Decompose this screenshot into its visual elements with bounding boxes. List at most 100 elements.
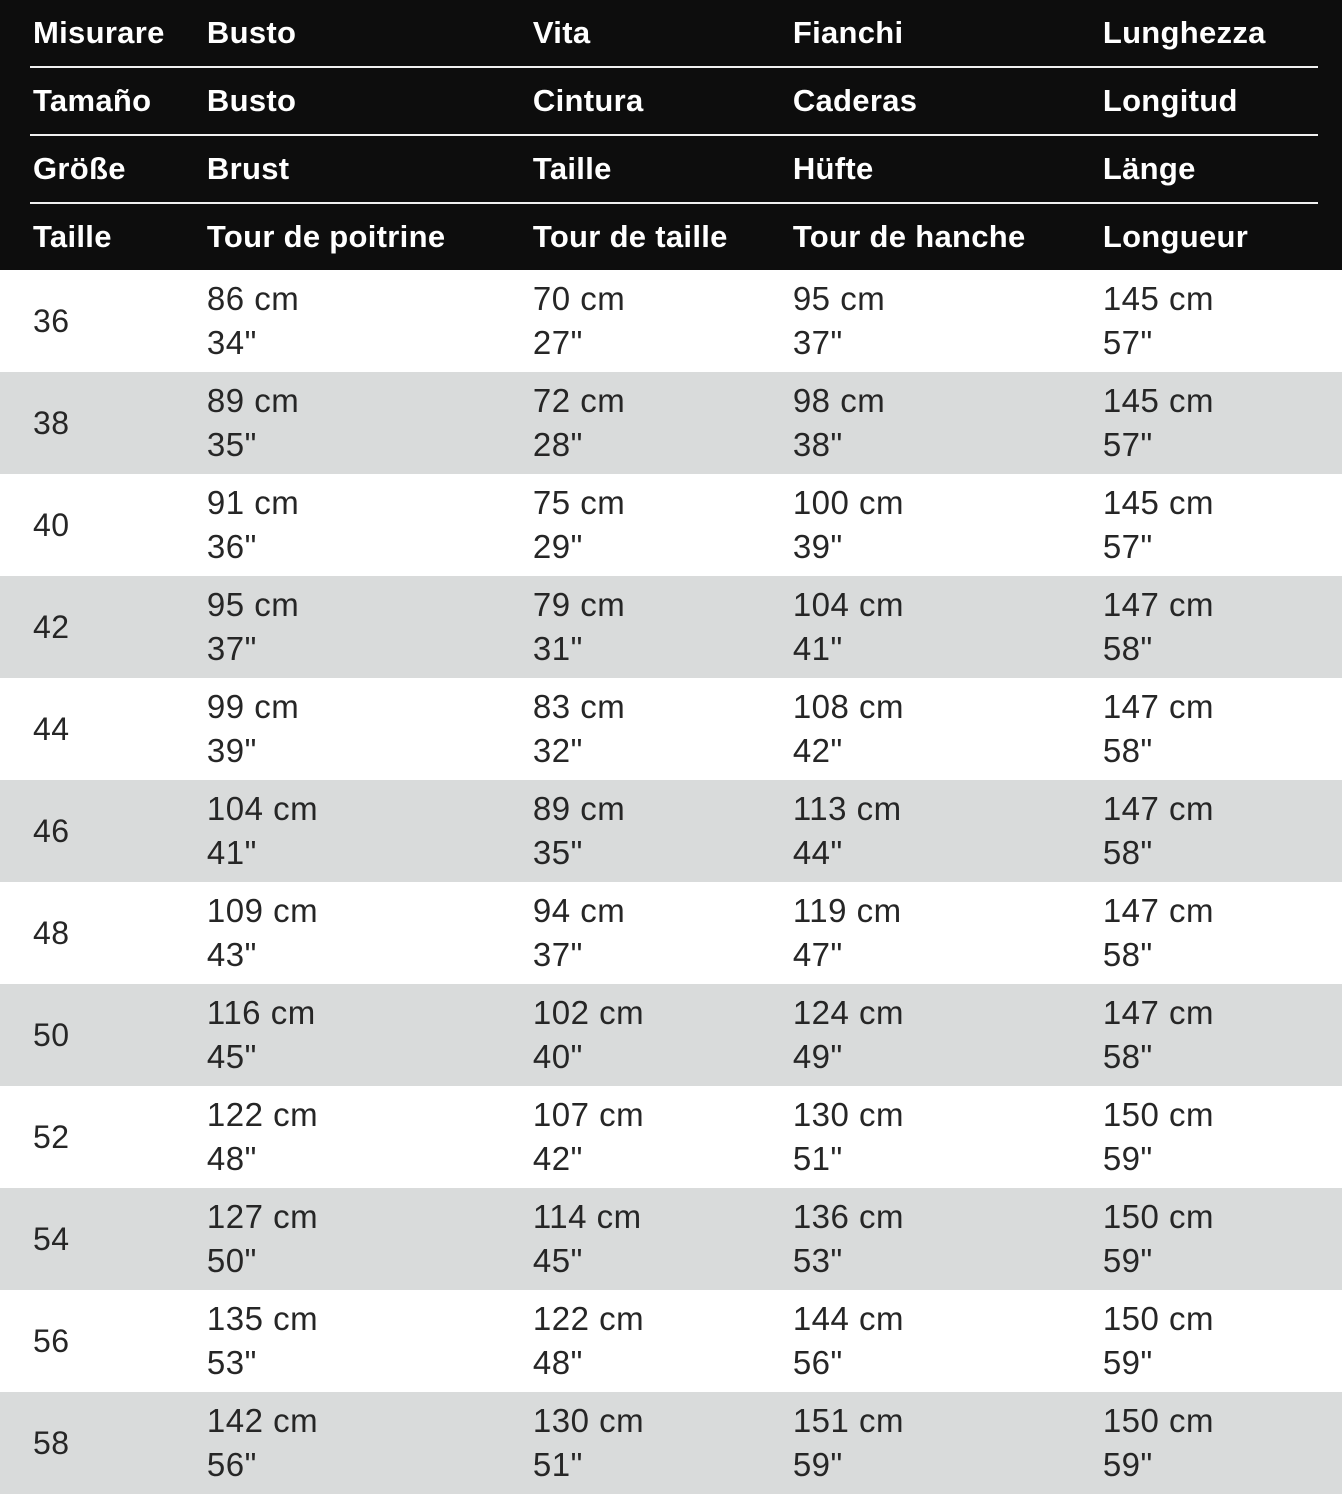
header-row-spanish: Tamaño Busto Cintura Caderas Longitud xyxy=(0,68,1342,134)
table-row-size-48: 48 109 cm 43" 94 cm 37" 119 cm 47" 147 cm 58… xyxy=(0,882,1342,984)
cm-value: 150 cm xyxy=(1102,1402,1215,1439)
bust-cell: 127 cm 50" xyxy=(207,1195,533,1283)
header-divider xyxy=(30,66,1318,68)
header-cell: Cintura xyxy=(532,83,644,118)
hips-cell: 124 cm 49" xyxy=(793,991,1103,1079)
inch-value: 59" xyxy=(792,1446,843,1483)
cm-value: 130 cm xyxy=(792,1096,905,1133)
waist-cell: 89 cm 35" xyxy=(533,787,793,875)
inch-value: 27" xyxy=(532,324,583,361)
cm-value: 75 cm xyxy=(532,484,626,521)
size-cell: 48 xyxy=(33,914,70,951)
inch-value: 47" xyxy=(792,936,843,973)
bust-cell: 91 cm 36" xyxy=(207,481,533,569)
cm-value: 102 cm xyxy=(532,994,645,1031)
cm-value: 127 cm xyxy=(206,1198,319,1235)
cm-value: 94 cm xyxy=(532,892,626,929)
inch-value: 58" xyxy=(1102,936,1153,973)
cm-value: 114 cm xyxy=(532,1198,642,1235)
size-cell: 46 xyxy=(33,812,70,849)
waist-cell: 122 cm 48" xyxy=(533,1297,793,1385)
bust-cell: 142 cm 56" xyxy=(207,1399,533,1487)
waist-cell: 70 cm 27" xyxy=(533,277,793,365)
cm-value: 145 cm xyxy=(1102,484,1215,521)
cm-value: 89 cm xyxy=(532,790,626,827)
table-row-size-58: 58 142 cm 56" 130 cm 51" 151 cm 59" 150 cm 5… xyxy=(0,1392,1342,1494)
header-divider xyxy=(30,134,1318,136)
header-cell: Taille xyxy=(33,219,112,254)
size-chart-body: 36 86 cm 34" 70 cm 27" 95 cm 37" 145 cm 57" … xyxy=(0,270,1342,1494)
table-row-size-42: 42 95 cm 37" 79 cm 31" 104 cm 41" 147 cm 58" xyxy=(0,576,1342,678)
header-cell: Lunghezza xyxy=(1102,15,1266,50)
cm-value: 150 cm xyxy=(1102,1198,1215,1235)
hips-cell: 151 cm 59" xyxy=(793,1399,1103,1487)
header-cell: Tamaño xyxy=(33,83,152,118)
inch-value: 57" xyxy=(1102,426,1153,463)
inch-value: 45" xyxy=(532,1242,583,1279)
bust-cell: 122 cm 48" xyxy=(207,1093,533,1181)
inch-value: 56" xyxy=(792,1344,843,1381)
size-cell: 58 xyxy=(33,1424,70,1461)
inch-value: 56" xyxy=(206,1446,257,1483)
waist-cell: 83 cm 32" xyxy=(533,685,793,773)
length-cell: 145 cm 57" xyxy=(1103,481,1342,569)
bust-cell: 109 cm 43" xyxy=(207,889,533,977)
hips-cell: 119 cm 47" xyxy=(793,889,1103,977)
table-row-size-40: 40 91 cm 36" 75 cm 29" 100 cm 39" 145 cm 57" xyxy=(0,474,1342,576)
inch-value: 39" xyxy=(206,732,257,769)
cm-value: 70 cm xyxy=(532,280,626,317)
inch-value: 29" xyxy=(532,528,583,565)
size-chart-header: Misurare Busto Vita Fianchi Lunghezza Ta… xyxy=(0,0,1342,270)
header-cell: Busto xyxy=(206,83,297,118)
length-cell: 147 cm 58" xyxy=(1103,685,1342,773)
hips-cell: 113 cm 44" xyxy=(793,787,1103,875)
cm-value: 109 cm xyxy=(206,892,319,929)
cm-value: 147 cm xyxy=(1102,586,1215,623)
hips-cell: 95 cm 37" xyxy=(793,277,1103,365)
waist-cell: 107 cm 42" xyxy=(533,1093,793,1181)
cm-value: 150 cm xyxy=(1102,1096,1215,1133)
cm-value: 147 cm xyxy=(1102,688,1215,725)
header-cell: Misurare xyxy=(33,15,165,50)
inch-value: 40" xyxy=(532,1038,583,1075)
cm-value: 83 cm xyxy=(532,688,626,725)
cm-value: 116 cm xyxy=(206,994,316,1031)
inch-value: 59" xyxy=(1102,1446,1153,1483)
waist-cell: 79 cm 31" xyxy=(533,583,793,671)
waist-cell: 114 cm 45" xyxy=(533,1195,793,1283)
cm-value: 147 cm xyxy=(1102,994,1215,1031)
length-cell: 147 cm 58" xyxy=(1103,583,1342,671)
length-cell: 145 cm 57" xyxy=(1103,379,1342,467)
inch-value: 48" xyxy=(532,1344,583,1381)
size-cell: 52 xyxy=(33,1118,70,1155)
size-cell: 44 xyxy=(33,710,70,747)
table-row-size-52: 52 122 cm 48" 107 cm 42" 130 cm 51" 150 cm 5… xyxy=(0,1086,1342,1188)
inch-value: 44" xyxy=(792,834,843,871)
length-cell: 150 cm 59" xyxy=(1103,1399,1342,1487)
hips-cell: 108 cm 42" xyxy=(793,685,1103,773)
cm-value: 145 cm xyxy=(1102,382,1215,419)
inch-value: 58" xyxy=(1102,1038,1153,1075)
inch-value: 58" xyxy=(1102,732,1153,769)
length-cell: 147 cm 58" xyxy=(1103,787,1342,875)
size-cell: 50 xyxy=(33,1016,70,1053)
inch-value: 59" xyxy=(1102,1242,1153,1279)
cm-value: 98 cm xyxy=(792,382,886,419)
inch-value: 49" xyxy=(792,1038,843,1075)
header-cell: Tour de poitrine xyxy=(206,219,446,254)
hips-cell: 144 cm 56" xyxy=(793,1297,1103,1385)
header-cell: Größe xyxy=(33,151,126,186)
inch-value: 32" xyxy=(532,732,583,769)
length-cell: 150 cm 59" xyxy=(1103,1297,1342,1385)
size-cell: 40 xyxy=(33,506,70,543)
size-cell: 54 xyxy=(33,1220,70,1257)
bust-cell: 99 cm 39" xyxy=(207,685,533,773)
hips-cell: 130 cm 51" xyxy=(793,1093,1103,1181)
header-cell: Vita xyxy=(532,15,591,50)
cm-value: 89 cm xyxy=(206,382,300,419)
hips-cell: 100 cm 39" xyxy=(793,481,1103,569)
waist-cell: 75 cm 29" xyxy=(533,481,793,569)
cm-value: 72 cm xyxy=(532,382,626,419)
cm-value: 104 cm xyxy=(206,790,319,827)
length-cell: 147 cm 58" xyxy=(1103,889,1342,977)
